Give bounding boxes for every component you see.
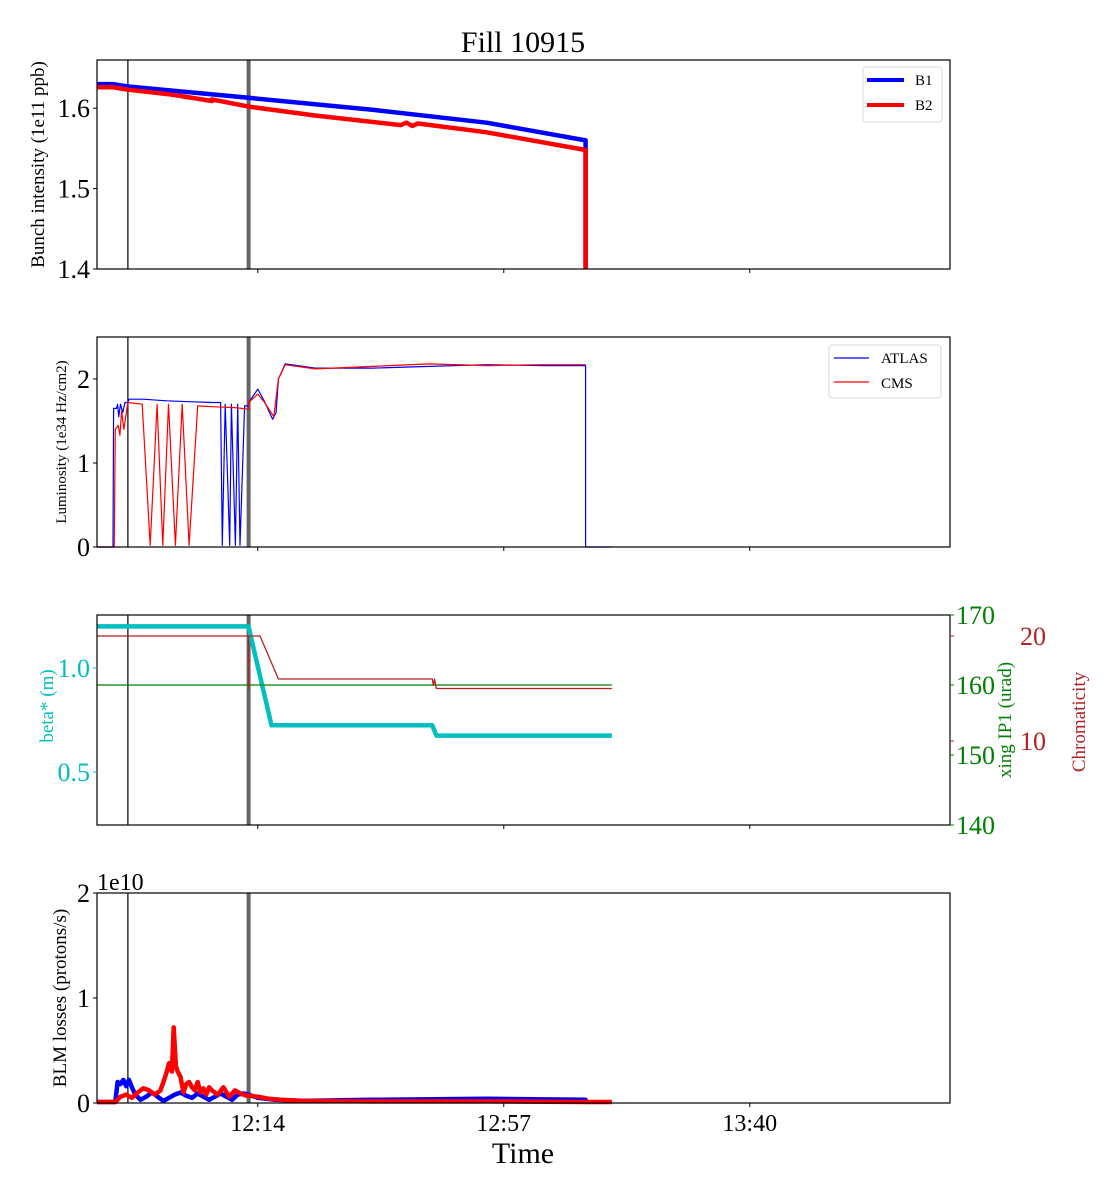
p3-ylabel: BLM losses (protons/s) <box>50 909 71 1087</box>
ytick-label: 0.5 <box>58 758 91 787</box>
p0-yticks: 1.4 1.5 1.6 <box>58 94 97 284</box>
p1-legend-atlas: ATLAS <box>881 351 928 367</box>
p3-lines <box>97 893 612 1105</box>
ytick-label: 1.4 <box>58 255 91 284</box>
xtick-label: 12:57 <box>476 1111 531 1137</box>
series-b1 <box>97 81 588 269</box>
ytick-label: 1.0 <box>58 654 91 683</box>
xtick-label: 12:14 <box>230 1111 285 1137</box>
p2-ylabel: beta* (m) <box>37 669 58 742</box>
ytick-label: 1 <box>77 984 90 1013</box>
series-b2 <box>97 85 588 269</box>
p3-offset-text: 1e10 <box>97 870 144 896</box>
p0-xticks <box>257 269 751 273</box>
ytick-label: 2 <box>77 879 90 908</box>
p3-yticks: 0 1 2 <box>77 879 97 1118</box>
p0-ylabel: Bunch intensity (1e11 ppb) <box>28 61 49 268</box>
panel-blm-losses: 012 1e10 BLM losses (protons/s) 12:14 12:… <box>50 870 951 1170</box>
panel-luminosity: 0 1 2 Luminosity (1e34 Hz/cm2) ATLAS CMS <box>54 336 951 562</box>
ytick-right-label: 150 <box>956 741 995 770</box>
p2-yticks: 0.5 1.0 <box>58 654 97 787</box>
p1-frame <box>96 336 951 548</box>
figure-title: Fill 10915 <box>461 26 585 59</box>
p2-frame <box>96 614 951 826</box>
ytick-label: 0 <box>77 1089 90 1118</box>
p0-legend: B1 B2 <box>862 66 943 123</box>
ytick-label: 1 <box>77 449 90 478</box>
p2-xticks <box>257 825 751 829</box>
ytick-label: 1.5 <box>58 175 91 204</box>
ytick-right-label: 170 <box>956 601 995 630</box>
ytick-label: 2 <box>77 365 90 394</box>
p1-lines <box>97 337 612 548</box>
ytick-label: 0 <box>77 533 90 562</box>
xtick-label: 13:40 <box>722 1111 777 1137</box>
p1-xticks <box>257 547 751 551</box>
p0-lines <box>97 60 588 269</box>
p0-legend-b2: B2 <box>915 98 933 114</box>
series-chromaticity <box>97 635 612 690</box>
p3-xlabel: Time <box>492 1137 554 1170</box>
ytick-right-label: 140 <box>956 811 995 840</box>
ytick-right2-label: 10 <box>1020 727 1046 756</box>
panel-bunch-intensity: 1.4 1.5 1.6 Bunch intensity (1e11 ppb) B1 … <box>28 59 951 284</box>
p0-frame <box>96 59 951 270</box>
p1-legend: ATLAS CMS <box>828 344 942 399</box>
p1-legend-cms: CMS <box>881 376 913 392</box>
p0-legend-b1: B1 <box>915 73 933 89</box>
panel-beta-xing-chroma: 0.5 1.0 140 150 160 170 10 20 beta* (m) xing … <box>37 601 1090 840</box>
p3-frame <box>96 892 951 1104</box>
p2-lines <box>97 615 612 825</box>
p2-yticks-right-xing: 140 150 160 170 <box>950 601 995 840</box>
ytick-right2-label: 20 <box>1020 622 1046 651</box>
p2-ylabel-right-chroma: Chromaticity <box>1069 671 1090 772</box>
p1-yticks: 0 1 2 <box>77 365 97 562</box>
p1-ylabel: Luminosity (1e34 Hz/cm2) <box>54 360 70 523</box>
series-beta- <box>97 624 612 738</box>
ytick-right-label: 160 <box>956 671 995 700</box>
ytick-label: 1.6 <box>58 94 91 123</box>
series-b2 <box>97 1025 612 1105</box>
p2-ylabel-right-xing: xing IP1 (urad) <box>995 662 1016 778</box>
series-cms <box>97 363 586 548</box>
p2-yticks-right-chroma: 10 20 <box>950 622 1046 756</box>
p3-xticks: 12:14 12:57 13:40 <box>230 1103 777 1137</box>
